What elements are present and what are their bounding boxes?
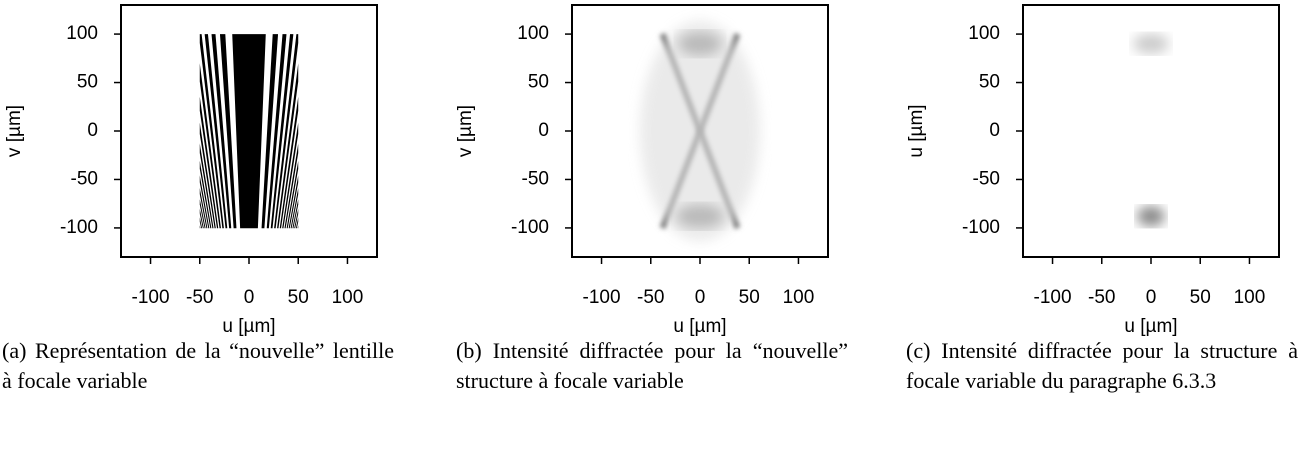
y-tick-label: 0 xyxy=(87,120,98,141)
x-tick-label: 50 xyxy=(1190,287,1211,308)
x-tick-label: 50 xyxy=(288,287,309,308)
intensity-blob xyxy=(1133,33,1169,54)
y-tick-label: -50 xyxy=(973,168,1000,189)
x-tick-label: 0 xyxy=(1146,287,1157,308)
y-tick-label: -50 xyxy=(71,168,98,189)
y-tick-label: -100 xyxy=(962,217,1000,238)
x-axis-label: u [µm] xyxy=(673,316,726,336)
x-axis-label: u [µm] xyxy=(1124,316,1177,336)
caption: (b) Intensité diffractée pour la “nouvel… xyxy=(456,338,848,393)
x-tick-label: 100 xyxy=(1234,287,1266,308)
y-tick-label: -100 xyxy=(511,217,549,238)
figure: -100 -50 0 50 100 -100 -50 0 50 100 u [µm] v [µm] -1… xyxy=(4,4,1280,337)
x-tick-label: 50 xyxy=(739,287,760,308)
y-tick-label: -50 xyxy=(522,168,549,189)
y-tick-label: 50 xyxy=(979,72,1000,93)
x-tick-label: -50 xyxy=(1088,287,1115,308)
x-tick-label: -100 xyxy=(583,287,621,308)
image xyxy=(640,21,760,241)
caption: (a) Représentation de la “nouvelle” lent… xyxy=(2,338,394,393)
y-axis-label: v [µm] xyxy=(4,105,25,157)
y-axis-label: u [µm] xyxy=(906,104,927,157)
x-tick-label: 100 xyxy=(332,287,364,308)
y-tick-label: 0 xyxy=(989,120,1000,141)
lens-pattern xyxy=(199,34,299,229)
caption: (c) Intensité diffractée pour la structu… xyxy=(906,338,1298,393)
x-axis-label: u [µm] xyxy=(222,316,275,336)
x-tick-label: -50 xyxy=(186,287,213,308)
x-tick-label: 0 xyxy=(244,287,255,308)
y-tick-label: -100 xyxy=(60,217,98,238)
x-tick-label: 100 xyxy=(783,287,815,308)
y-tick-label: 50 xyxy=(528,72,549,93)
y-tick-label: 100 xyxy=(968,23,1000,44)
intensity-haze xyxy=(640,21,760,241)
image xyxy=(199,34,299,229)
y-tick-label: 100 xyxy=(517,23,549,44)
x-tick-label: -100 xyxy=(132,287,170,308)
y-tick-label: 50 xyxy=(77,72,98,93)
y-tick-label: 100 xyxy=(66,23,98,44)
intensity-blob xyxy=(1137,206,1165,227)
x-tick-label: -100 xyxy=(1034,287,1072,308)
image xyxy=(1133,33,1169,227)
x-tick-label: -50 xyxy=(637,287,664,308)
y-tick-label: 0 xyxy=(538,120,549,141)
x-tick-label: 0 xyxy=(695,287,706,308)
y-axis-label: v [µm] xyxy=(455,105,476,157)
